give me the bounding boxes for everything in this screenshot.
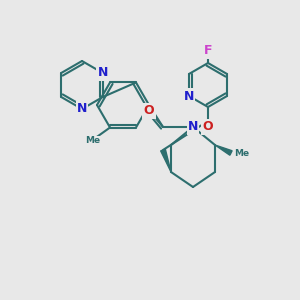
- Text: N: N: [77, 103, 87, 116]
- Text: N: N: [188, 121, 198, 134]
- Text: N: N: [184, 89, 194, 103]
- Text: Me: Me: [85, 136, 100, 145]
- Text: O: O: [144, 104, 154, 118]
- Polygon shape: [215, 145, 232, 155]
- Text: F: F: [204, 44, 212, 58]
- Text: O: O: [203, 121, 213, 134]
- Text: N: N: [98, 67, 108, 80]
- Polygon shape: [161, 149, 171, 172]
- Text: Me: Me: [234, 148, 249, 158]
